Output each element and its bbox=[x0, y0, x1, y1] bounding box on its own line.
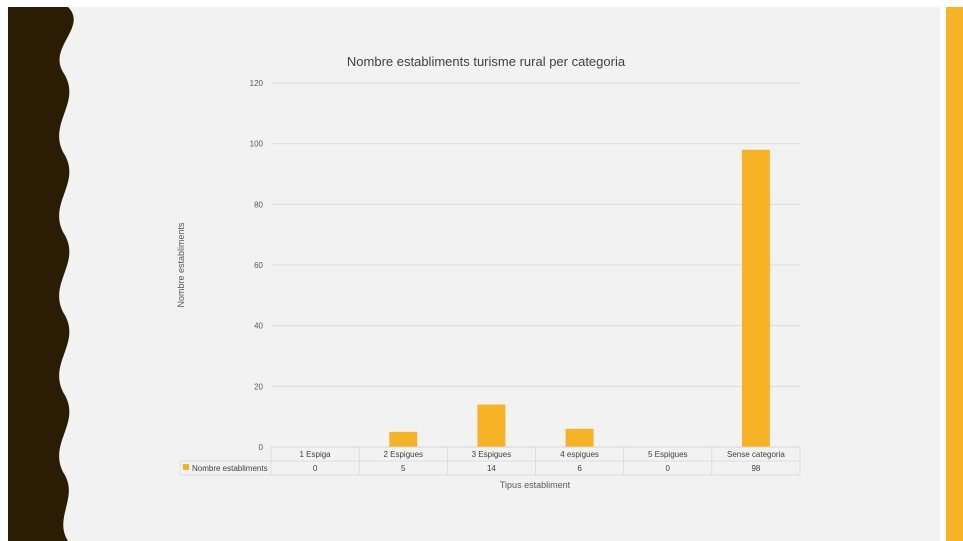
bar bbox=[477, 404, 506, 447]
slide-background bbox=[8, 7, 940, 541]
category-label: 5 Espigues bbox=[648, 450, 688, 459]
accent-bar bbox=[946, 7, 963, 541]
y-tick-label: 40 bbox=[254, 322, 263, 331]
category-label: 1 Espiga bbox=[300, 450, 332, 459]
data-label: 14 bbox=[487, 464, 496, 473]
bar bbox=[741, 149, 770, 447]
category-label: 2 Espigues bbox=[383, 450, 423, 459]
data-label: 6 bbox=[577, 464, 582, 473]
category-label: 4 espigues bbox=[560, 450, 599, 459]
y-axis-ticks: 0 20 40 60 80 100 120 bbox=[250, 79, 264, 452]
legend-label: Nombre establiments bbox=[192, 464, 268, 473]
data-label: 0 bbox=[313, 464, 318, 473]
y-tick-label: 120 bbox=[250, 79, 264, 88]
data-label: 0 bbox=[666, 464, 671, 473]
gridlines bbox=[271, 82, 800, 448]
chart-title: Nombre establiments turisme rural per ca… bbox=[347, 54, 626, 69]
y-tick-label: 100 bbox=[250, 140, 264, 149]
bar bbox=[565, 428, 594, 447]
category-label: 3 Espigues bbox=[472, 450, 512, 459]
legend-swatch bbox=[183, 464, 189, 470]
data-label: 98 bbox=[751, 464, 760, 473]
bar bbox=[389, 431, 418, 447]
data-table: 1 Espiga 0 2 Espigues 5 3 Espigues 14 4 espigu… bbox=[179, 446, 801, 476]
y-tick-label: 80 bbox=[254, 200, 263, 209]
y-tick-label: 20 bbox=[254, 382, 263, 391]
data-label: 5 bbox=[401, 464, 406, 473]
category-label: Sense categoria bbox=[727, 450, 785, 459]
y-axis-title: Nombre establiments bbox=[176, 222, 186, 308]
bars bbox=[389, 149, 770, 447]
y-tick-label: 60 bbox=[254, 261, 263, 270]
x-axis-title: Tipus establiment bbox=[500, 480, 571, 490]
decorative-wave-border bbox=[8, 7, 74, 541]
y-tick-label: 0 bbox=[259, 443, 264, 452]
